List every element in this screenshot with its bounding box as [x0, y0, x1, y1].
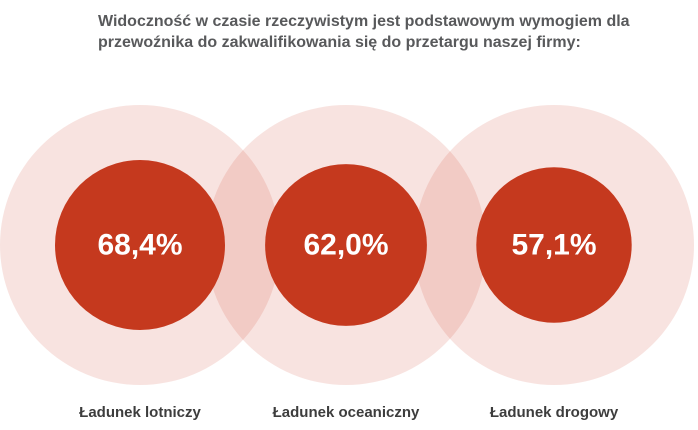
value-label: 57,1%: [511, 229, 596, 262]
value-bubble: [476, 167, 632, 323]
value-bubble: [55, 160, 225, 330]
category-label: Ładunek oceaniczny: [273, 404, 420, 421]
value-label: 68,4%: [97, 229, 182, 262]
value-bubble: [265, 164, 427, 326]
category-label: Ładunek drogowy: [490, 404, 619, 421]
page-title: Widoczność w czasie rzeczywistym jest po…: [98, 13, 630, 51]
value-label: 62,0%: [303, 229, 388, 262]
category-label: Ładunek lotniczy: [79, 404, 201, 421]
